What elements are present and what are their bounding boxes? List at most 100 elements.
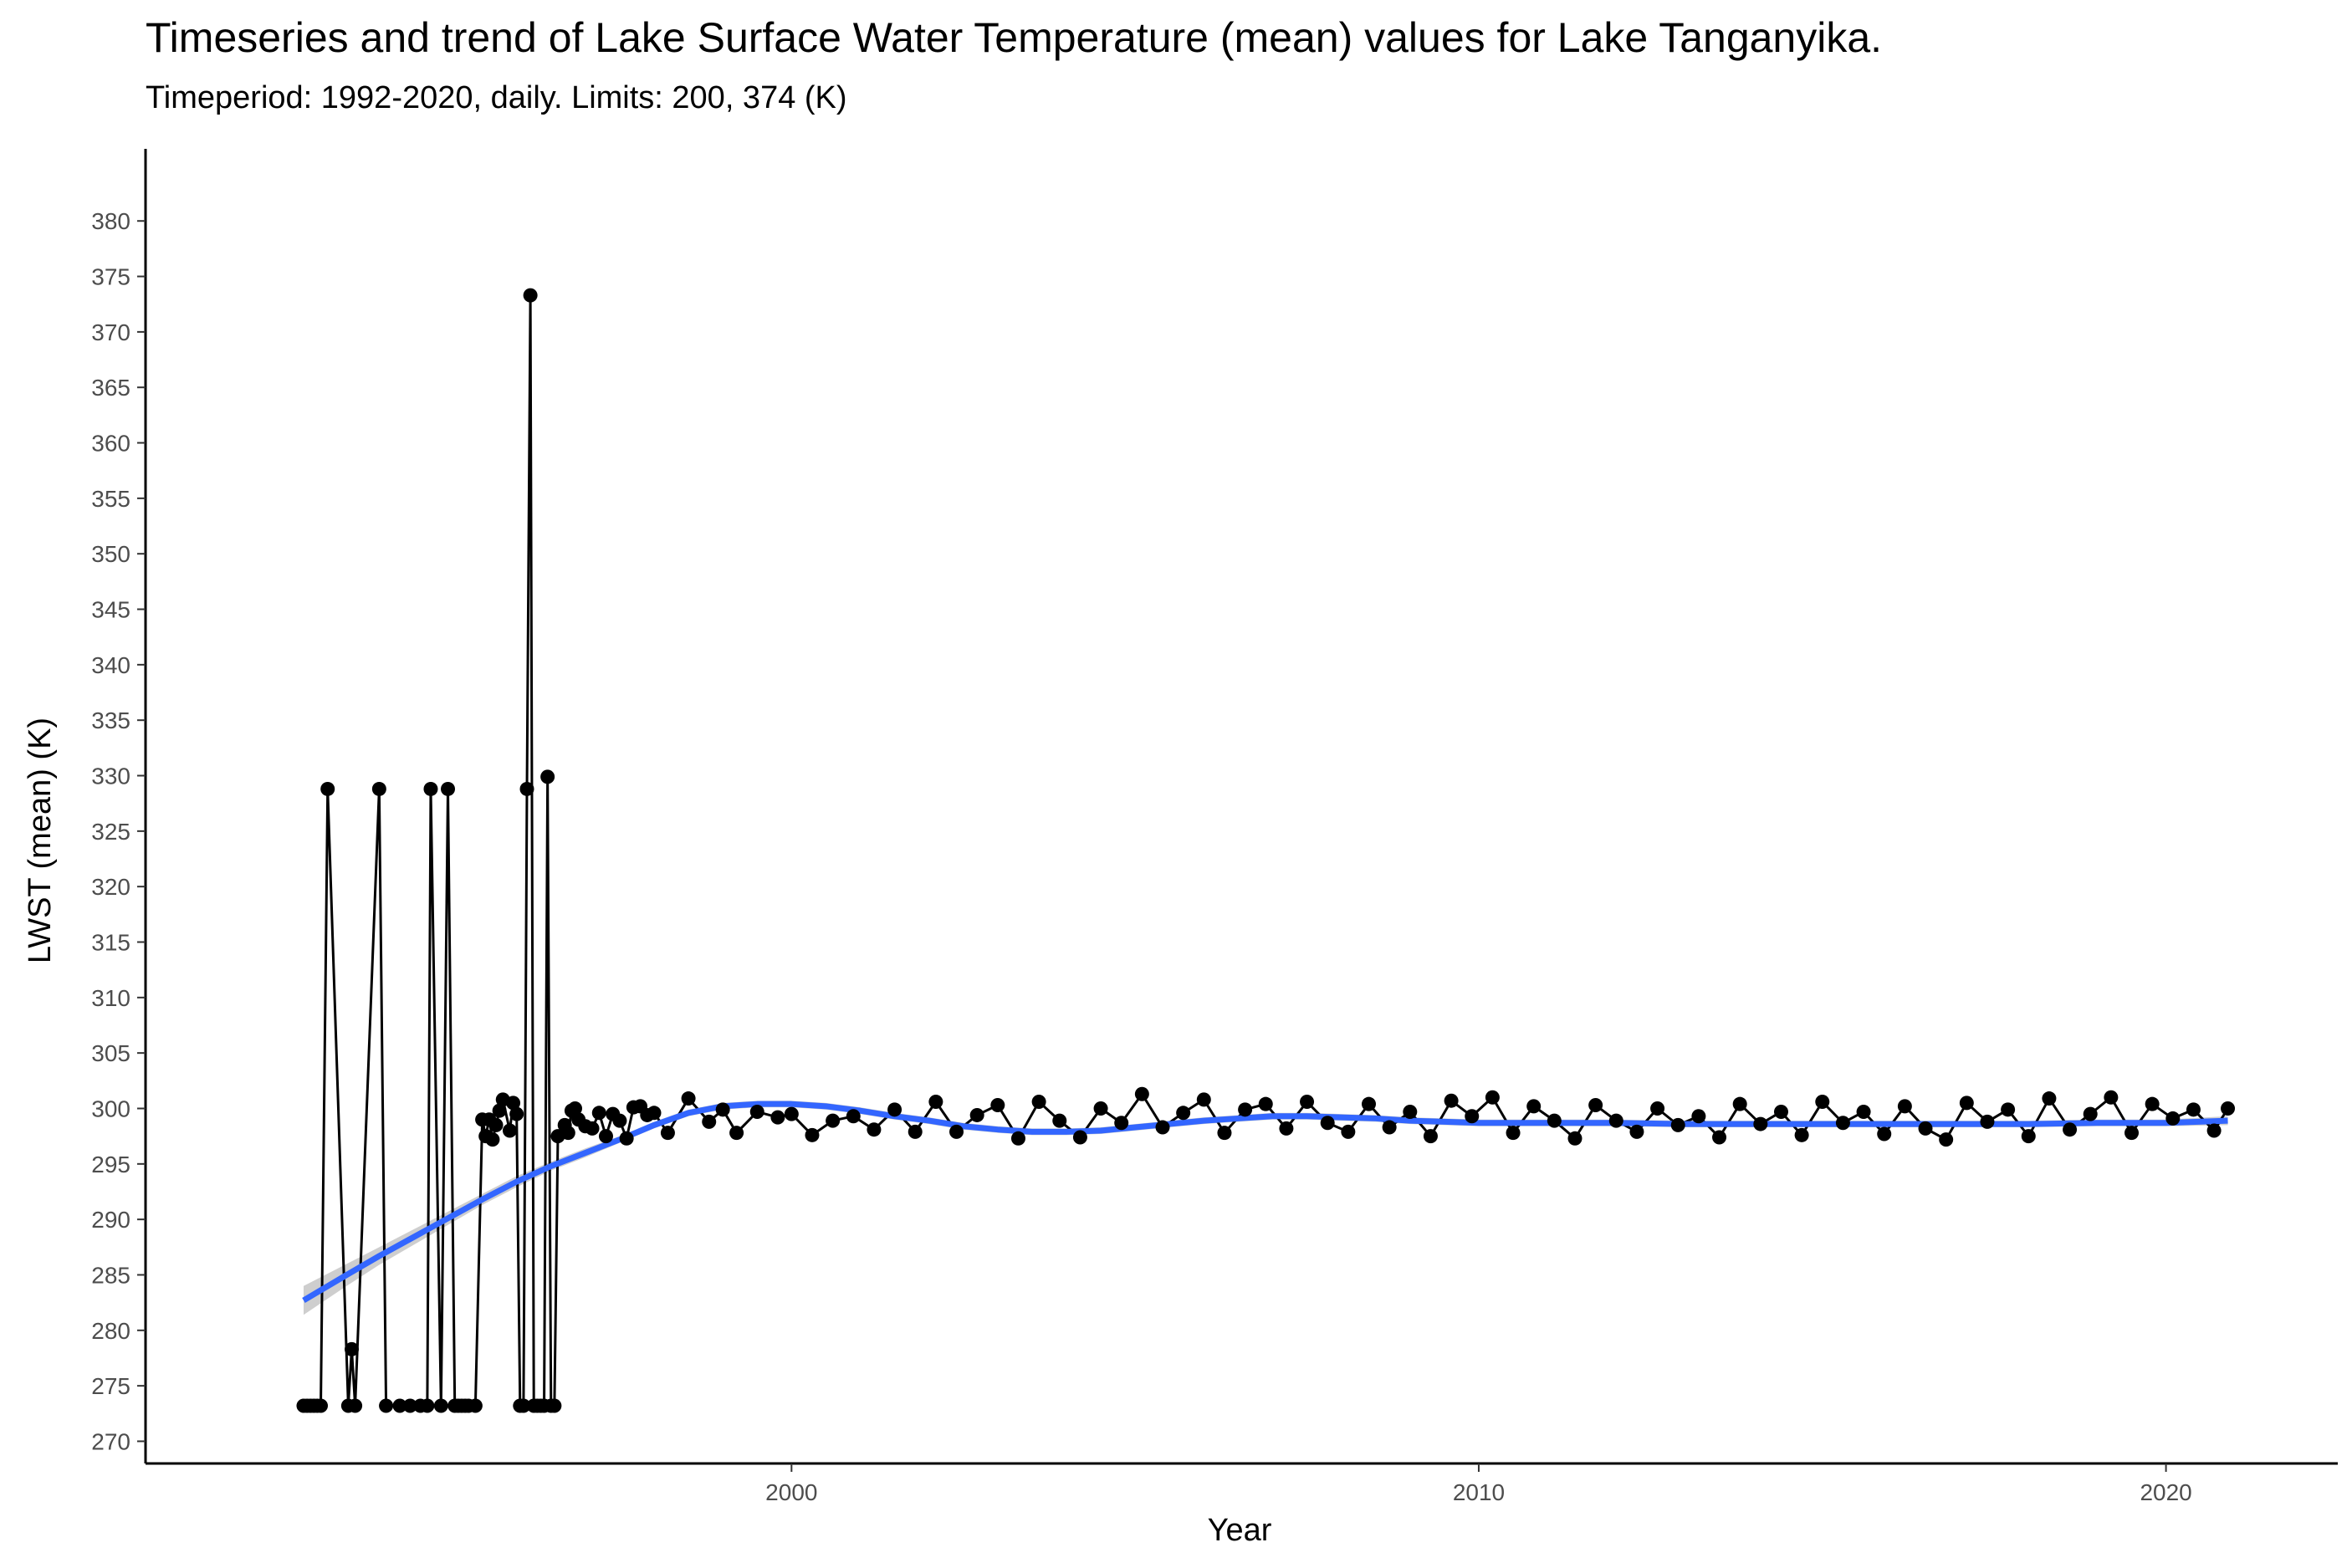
data-point — [969, 1107, 984, 1122]
data-point — [585, 1121, 600, 1136]
data-point — [320, 781, 335, 796]
data-point — [1629, 1124, 1644, 1139]
data-point — [1856, 1104, 1871, 1119]
data-point — [598, 1129, 613, 1144]
data-point — [591, 1106, 606, 1121]
data-point — [2165, 1111, 2181, 1126]
y-tick-label: 335 — [91, 707, 130, 733]
y-tick-label: 280 — [91, 1318, 130, 1344]
data-point — [1444, 1093, 1459, 1108]
data-point — [540, 769, 555, 784]
y-tick-label: 350 — [91, 541, 130, 567]
data-point — [1526, 1099, 1542, 1114]
data-point — [1134, 1086, 1149, 1101]
data-point — [519, 781, 534, 796]
data-point — [502, 1123, 517, 1138]
data-point — [2063, 1122, 2078, 1137]
y-tick-label: 365 — [91, 375, 130, 401]
y-tick-label: 375 — [91, 264, 130, 290]
data-point — [928, 1095, 943, 1110]
data-point — [441, 781, 456, 796]
data-point — [392, 1398, 407, 1413]
data-point — [1114, 1116, 1129, 1131]
data-point — [612, 1113, 627, 1128]
data-point — [509, 1106, 524, 1121]
data-point — [1794, 1127, 1809, 1142]
series-line — [303, 294, 2229, 1407]
data-point — [908, 1124, 923, 1139]
data-point — [523, 288, 538, 303]
data-point — [681, 1091, 696, 1106]
data-point — [560, 1126, 575, 1141]
data-point — [1196, 1092, 1211, 1107]
data-point — [1670, 1117, 1685, 1132]
data-point — [1506, 1126, 1521, 1141]
data-point — [2021, 1129, 2036, 1144]
y-tick-label: 380 — [91, 208, 130, 234]
data-point — [1279, 1121, 1294, 1136]
data-point — [949, 1124, 964, 1139]
data-point — [1732, 1096, 1747, 1111]
x-axis-title: Year — [1208, 1513, 1272, 1548]
data-point — [1650, 1101, 1665, 1116]
data-point — [1815, 1095, 1830, 1110]
data-point — [1010, 1131, 1025, 1146]
y-axis-title: LWST (mean) (K) — [23, 718, 58, 963]
data-point — [770, 1110, 785, 1125]
data-point — [2001, 1102, 2016, 1117]
data-point — [1341, 1124, 1356, 1139]
data-point — [568, 1101, 583, 1116]
y-tick-label: 360 — [91, 431, 130, 457]
data-point — [990, 1098, 1005, 1113]
data-point — [826, 1113, 841, 1128]
data-point — [485, 1132, 500, 1147]
data-point — [1217, 1126, 1232, 1141]
data-point — [348, 1398, 363, 1413]
data-point — [1382, 1120, 1397, 1135]
data-point — [749, 1104, 764, 1119]
data-point — [660, 1126, 675, 1141]
chart-subtitle: Timeperiod: 1992-2020, daily. Limits: 20… — [146, 80, 847, 115]
data-point — [1877, 1126, 1892, 1142]
data-point — [2186, 1102, 2201, 1117]
y-tick-label: 315 — [91, 930, 130, 956]
data-point — [420, 1398, 435, 1413]
axes — [144, 149, 2338, 1465]
data-point — [1238, 1102, 1253, 1117]
data-point — [1608, 1113, 1623, 1128]
chart-title: Timeseries and trend of Lake Surface Wat… — [146, 14, 1883, 61]
data-point — [846, 1109, 861, 1124]
y-tick-label: 295 — [91, 1152, 130, 1177]
data-point — [2104, 1090, 2119, 1105]
data-point — [1423, 1129, 1438, 1144]
data-point — [887, 1102, 902, 1117]
data-point — [2042, 1091, 2057, 1106]
data-point — [433, 1398, 448, 1413]
data-point — [516, 1398, 531, 1413]
data-point — [1300, 1095, 1315, 1110]
data-point — [1773, 1104, 1788, 1119]
x-tick-label: 2020 — [2140, 1479, 2191, 1505]
data-point — [1918, 1121, 1933, 1136]
data-point — [1980, 1114, 1995, 1129]
data-point — [2206, 1123, 2222, 1138]
data-point — [1588, 1098, 1603, 1113]
data-point — [729, 1126, 744, 1141]
data-point — [344, 1341, 359, 1356]
data-point — [1939, 1132, 1954, 1147]
y-tick-label: 305 — [91, 1040, 130, 1066]
data-point — [488, 1117, 504, 1132]
y-tick-label: 325 — [91, 819, 130, 845]
data-point — [1176, 1106, 1191, 1121]
data-point — [1052, 1113, 1067, 1128]
data-point — [492, 1103, 507, 1118]
data-point — [702, 1114, 717, 1129]
data-point — [1485, 1090, 1500, 1105]
data-point — [1093, 1101, 1108, 1116]
y-tick-label: 355 — [91, 486, 130, 512]
data-point — [647, 1106, 662, 1121]
data-point — [2124, 1126, 2140, 1141]
data-point — [1547, 1113, 1562, 1128]
data-point — [2221, 1101, 2236, 1116]
